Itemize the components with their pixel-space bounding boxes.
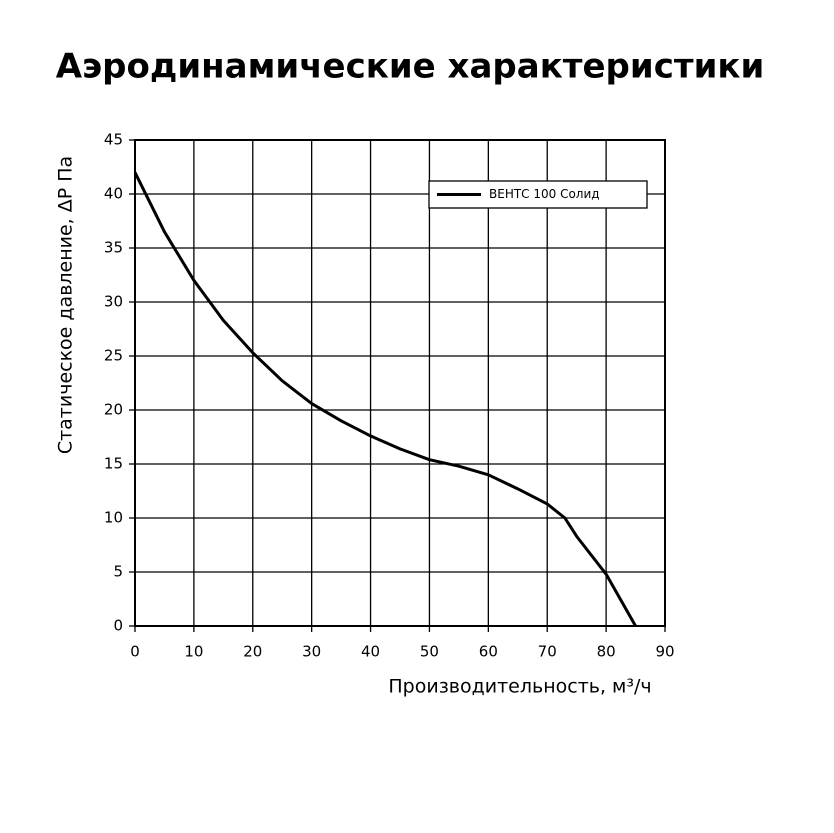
x-tick-label: 50 (420, 643, 439, 661)
y-tick-label: 35 (104, 239, 123, 257)
x-axis-label: Производительность, м³/ч (388, 676, 651, 698)
y-tick-label: 0 (113, 617, 123, 635)
y-tick-label: 10 (104, 509, 123, 527)
x-tick-label: 70 (538, 643, 557, 661)
x-tick-label: 60 (479, 643, 498, 661)
x-tick-label: 80 (597, 643, 616, 661)
x-tick-label: 10 (184, 643, 203, 661)
legend-label: ВЕНТС 100 Солид (489, 187, 600, 201)
x-tick-label: 90 (655, 643, 674, 661)
chart-title: Аэродинамические характеристики (56, 47, 765, 87)
y-axis-label: Статическое давление, ΔP Па (55, 156, 77, 454)
y-tick-label: 20 (104, 401, 123, 419)
y-tick-label: 30 (104, 293, 123, 311)
x-tick-label: 40 (361, 643, 380, 661)
y-tick-label: 5 (113, 563, 123, 581)
y-tick-label: 45 (104, 131, 123, 149)
y-tick-label: 25 (104, 347, 123, 365)
x-tick-label: 30 (302, 643, 321, 661)
x-tick-label: 20 (243, 643, 262, 661)
plot-frame (134, 139, 666, 627)
x-tick-label: 0 (130, 643, 140, 661)
y-tick-label: 15 (104, 455, 123, 473)
y-tick-label: 40 (104, 185, 123, 203)
data-line (133, 171, 637, 627)
